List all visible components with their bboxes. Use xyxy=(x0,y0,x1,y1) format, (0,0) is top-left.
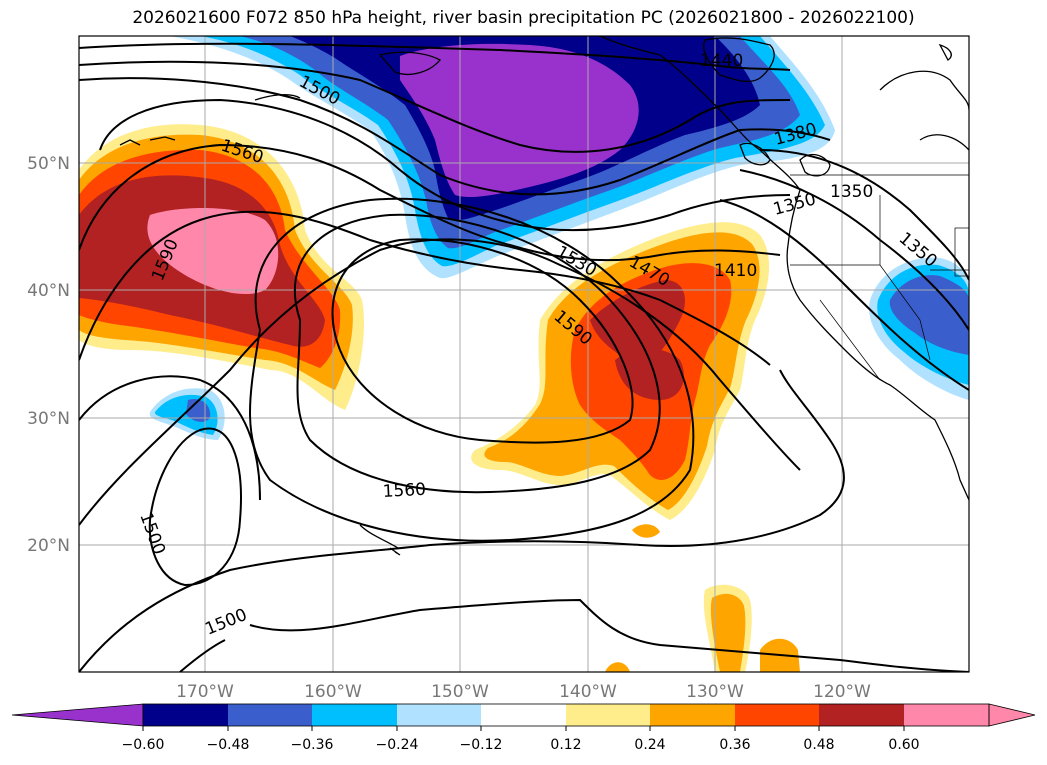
colorbar-tick-label: 0.48 xyxy=(803,737,834,753)
contour-label: 1440 xyxy=(700,51,743,71)
colorbar-tick-label: 0.12 xyxy=(550,737,581,753)
colorbar-cell xyxy=(11,703,144,727)
map-title: 2026021600 F072 850 hPa height, river ba… xyxy=(132,8,915,28)
lon-label-170w: 170°W xyxy=(176,682,234,702)
colorbar-cell xyxy=(566,704,650,726)
contour-label: 1350 xyxy=(830,182,873,202)
height-contours xyxy=(79,42,969,672)
lon-label-120w: 120°W xyxy=(813,682,871,702)
colorbar-cell xyxy=(735,704,819,726)
colorbar-cell xyxy=(143,704,228,726)
lat-label-30n: 30°N xyxy=(27,409,70,429)
colorbar-tick-label: 0.36 xyxy=(719,737,750,753)
colorbar-tick-label: −0.12 xyxy=(460,737,503,753)
colorbar-cell xyxy=(904,704,989,726)
lon-label-160w: 160°W xyxy=(304,682,362,702)
negative-anomaly-east xyxy=(869,257,969,400)
colorbar-tick-label: −0.60 xyxy=(122,737,165,753)
colorbar-cell xyxy=(481,704,566,726)
colorbar-cell xyxy=(650,704,735,726)
colorbar-tick-label: 0.60 xyxy=(888,737,919,753)
lon-label-150w: 150°W xyxy=(431,682,489,702)
colorbar-tick-label: −0.36 xyxy=(291,737,334,753)
colorbar-cell xyxy=(312,704,397,726)
negative-anomaly-small xyxy=(149,388,225,440)
colorbar-cell xyxy=(819,704,904,726)
contour-label: 1560 xyxy=(382,480,426,502)
lat-label-50n: 50°N xyxy=(27,154,70,174)
lon-label-130w: 130°W xyxy=(686,682,744,702)
lon-label-140w: 140°W xyxy=(559,682,617,702)
lat-label-40n: 40°N xyxy=(27,281,70,301)
lat-label-20n: 20°N xyxy=(27,536,70,556)
map-frame xyxy=(78,35,970,673)
contour-label: 1410 xyxy=(714,261,757,281)
positive-anomaly-west xyxy=(79,124,365,410)
colorbar-cell xyxy=(228,704,312,726)
colorbar-cell xyxy=(988,703,1036,727)
colorbar-tick-label: 0.24 xyxy=(634,737,665,753)
coastlines xyxy=(119,36,969,556)
gridlines xyxy=(79,36,969,672)
longitude-axis: 170°W 160°W 150°W 140°W 130°W 120°W xyxy=(176,682,871,702)
colorbar-cell xyxy=(397,704,481,726)
latitude-axis: 50°N 40°N 30°N 20°N xyxy=(27,154,70,556)
colorbar-tick-label: −0.48 xyxy=(207,737,250,753)
colorbar-tick-label: −0.24 xyxy=(376,737,419,753)
positive-anomaly-central xyxy=(471,222,770,520)
colorbar: −0.60 −0.48 −0.36 −0.24 −0.12 0.12 0.24 … xyxy=(11,703,1036,753)
